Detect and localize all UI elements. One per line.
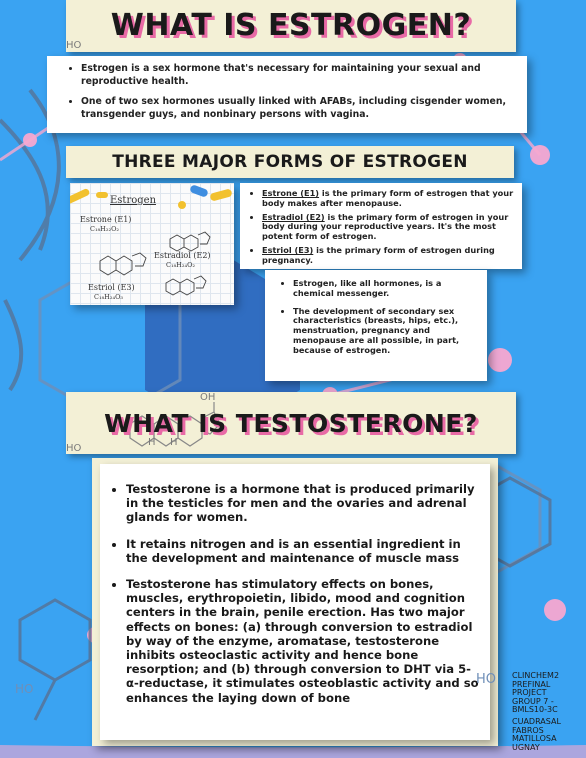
testosterone-card: Testosterone is a hormone that is produc… [100,464,490,740]
credit-name: FABROS [512,725,544,735]
estrogen-bullets-card: Estrogen is a sex hormone that's necessa… [47,56,527,133]
estrogen-bullet: One of two sex hormones usually linked w… [81,96,519,121]
decor-ho-left: HO [15,682,34,696]
estrogen-bullet: Estrogen is a sex hormone that's necessa… [81,63,519,88]
form-item-estriol: Estriol (E3) is the primary form of estr… [262,245,516,266]
pills-icon [70,185,232,296]
testosterone-h-label: H [148,437,156,448]
testosterone-molecule-icon [129,402,221,447]
forms-title-banner [66,146,514,178]
testosterone-bullet: Testosterone has stimulatory effects on … [126,577,482,705]
image-estrone-formula: C₁₈H₂₂O₂ [90,225,119,233]
image-estrone-label: Estrone (E1) [80,215,132,224]
credit-line: CLINCHEM2 [512,671,560,680]
form-item-estrone: Estrone (E1) is the primary form of estr… [262,188,516,209]
credits-names: CUADRASAL FABROS MATILLOSA UGNAY [512,717,561,752]
credit-name: UGNAY [512,742,540,752]
estrogen-title-banner [66,0,516,52]
credits-project: CLINCHEM2 PREFINAL PROJECT GROUP 7 - BML… [512,671,560,715]
credit-name: MATILLOSA [512,734,557,744]
forms-list-card: Estrone (E1) is the primary form of estr… [240,183,522,269]
decor-ho-right: HO [476,672,497,687]
testosterone-title-banner [66,392,516,454]
testosterone-title: WHAT IS TESTOSTERONE? [104,409,478,438]
image-estriol-formula: C₁₈H₂₄O₃ [94,293,123,301]
image-estradiol-label: Estradiol (E2) [154,251,211,260]
credit-line: PREFINAL [512,679,551,689]
credit-line: BMLS10-3C [512,705,558,715]
testosterone-h-label: H [170,437,178,448]
image-estriol-label: Estriol (E3) [88,283,135,292]
credit-name: CUADRASAL [512,717,561,726]
testosterone-ho-label: HO [66,443,82,454]
estrogen-fact: The development of secondary sex charact… [293,306,481,356]
credit-line: PROJECT [512,688,547,698]
testosterone-bullet: Testosterone is a hormone that is produc… [126,482,482,525]
forms-title: THREE MAJOR FORMS OF ESTROGEN [112,152,468,172]
image-heading: Estrogen [110,195,157,206]
estrogen-fact: Estrogen, like all hormones, is a chemic… [293,278,481,299]
credit-line: GROUP 7 - [512,696,554,706]
estrogen-ho-label: HO [66,40,82,51]
estrogen-facts-card: Estrogen, like all hormones, is a chemic… [265,270,487,381]
estrogen-forms-image: Estrogen Estrone (E1) C₁₈H₂₂O₂ Estradiol… [70,183,234,305]
image-estradiol-formula: C₁₈H₂₄O₂ [166,261,195,269]
testosterone-oh-label: OH [200,392,216,403]
form-item-estradiol: Estradiol (E2) is the primary form of es… [262,212,516,242]
testosterone-bullet: It retains nitrogen and is an essential … [126,537,482,565]
estrogen-title: WHAT IS ESTROGEN? [110,8,472,43]
